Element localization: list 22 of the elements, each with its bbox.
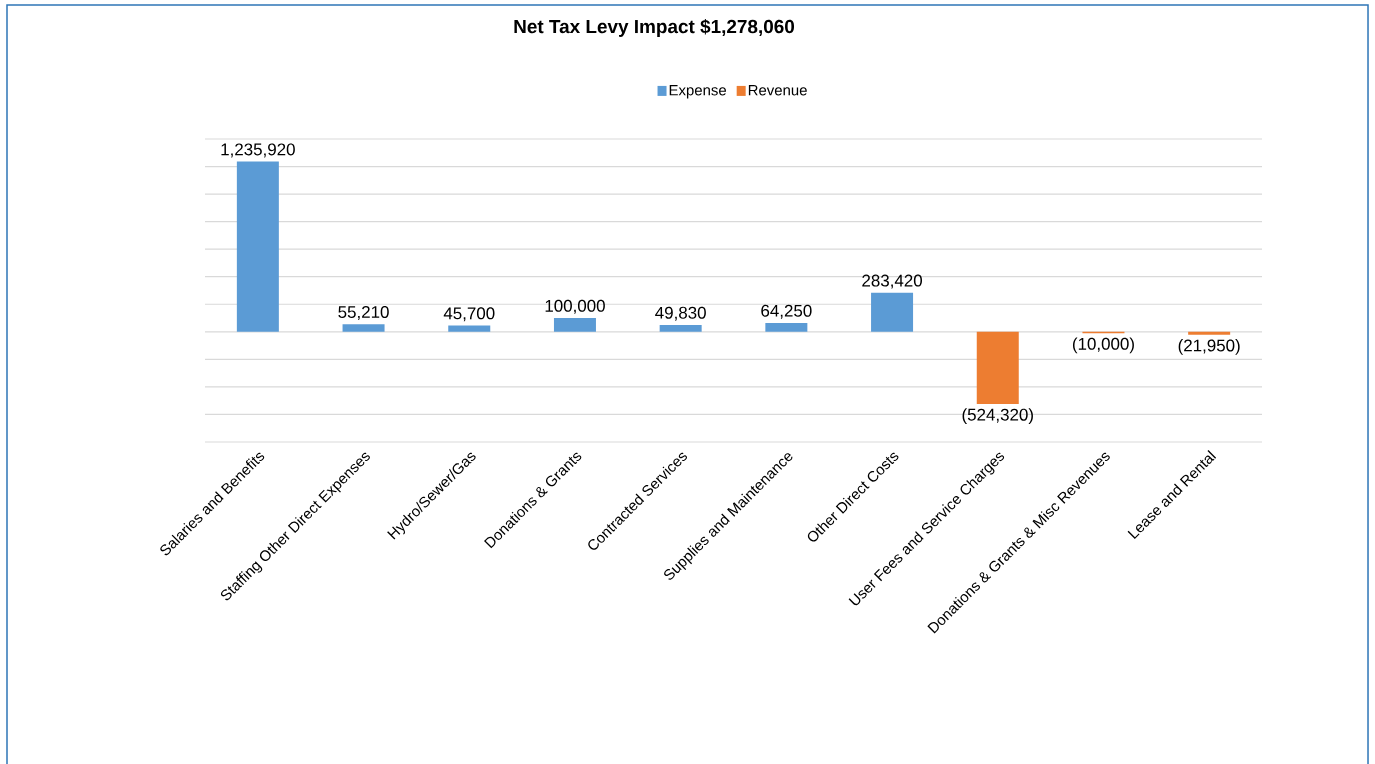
legend-label: Revenue [748,85,807,96]
bar [553,318,596,332]
data-label: (10,000) [1072,337,1134,354]
bar [976,331,1019,405]
data-label: 100,000 [545,299,605,314]
bar [871,292,914,332]
bar [659,324,702,332]
legend-label: Expense [669,85,727,99]
data-label: 45,700 [443,307,495,322]
data-label: (524,320) [962,408,1033,424]
data-label: 55,210 [338,306,389,321]
data-label: 49,830 [655,306,706,321]
bar [342,324,385,332]
chart-title: Net Tax Levy Impact $1,278,060 [514,19,795,37]
data-label: 1,235,920 [221,143,295,158]
data-label: 283,420 [862,274,923,289]
bar [1188,331,1231,335]
bar [236,161,279,332]
data-label: (21,950) [1178,339,1240,355]
bar [765,322,808,332]
data-label: 64,250 [761,304,812,319]
bar [448,325,491,332]
